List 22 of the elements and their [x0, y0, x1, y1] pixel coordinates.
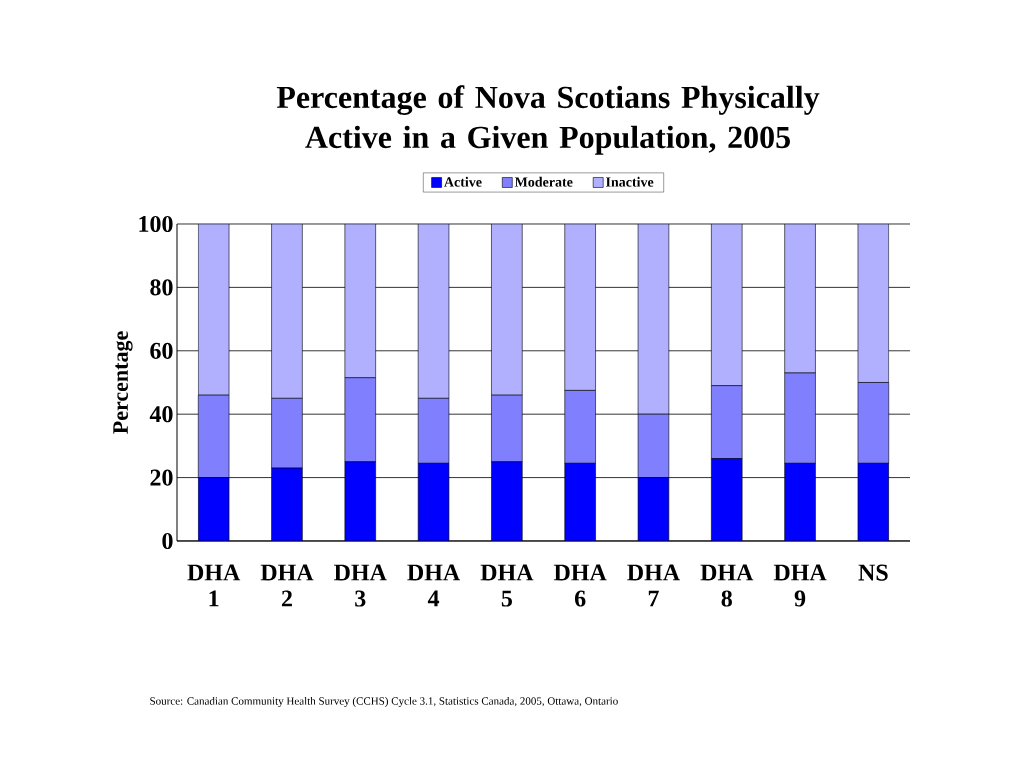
y-tick-label: 100 [139, 215, 173, 233]
x-tick-label: DHA 3 [334, 564, 387, 607]
source-note: Source: Canadian Community Health Survey (CCHS) Cycle 3.1, Statistics Canada, 2005, Ottawa, Ontario [150, 696, 618, 707]
y-tick-label: 60 [150, 342, 173, 359]
y-tick-label: 80 [150, 279, 173, 296]
x-tick-label: DHA 1 [187, 564, 241, 607]
legend-label: Active [444, 176, 482, 187]
y-tick-label: 40 [149, 406, 173, 423]
x-tick-label: DHA 6 [553, 564, 607, 607]
legend-label: Inactive [605, 176, 654, 187]
y-tick-label: 20 [150, 469, 173, 486]
y-tick-label: 0 [162, 532, 173, 550]
y-axis-title: Percentage [113, 331, 133, 434]
x-tick-label: DHA 9 [773, 564, 827, 607]
x-tick-label: NS [858, 564, 888, 581]
x-tick-label: DHA 8 [700, 564, 754, 607]
x-tick-label: DHA 5 [480, 564, 534, 607]
x-tick-label: DHA 4 [407, 564, 461, 607]
legend-label: Moderate [514, 176, 573, 187]
chart-title: Percentage of Nova Scotians Physically Active in a Given Population, 2005 [276, 85, 820, 155]
x-tick-label: DHA 7 [627, 564, 680, 607]
x-tick-label: DHA 2 [260, 564, 314, 607]
